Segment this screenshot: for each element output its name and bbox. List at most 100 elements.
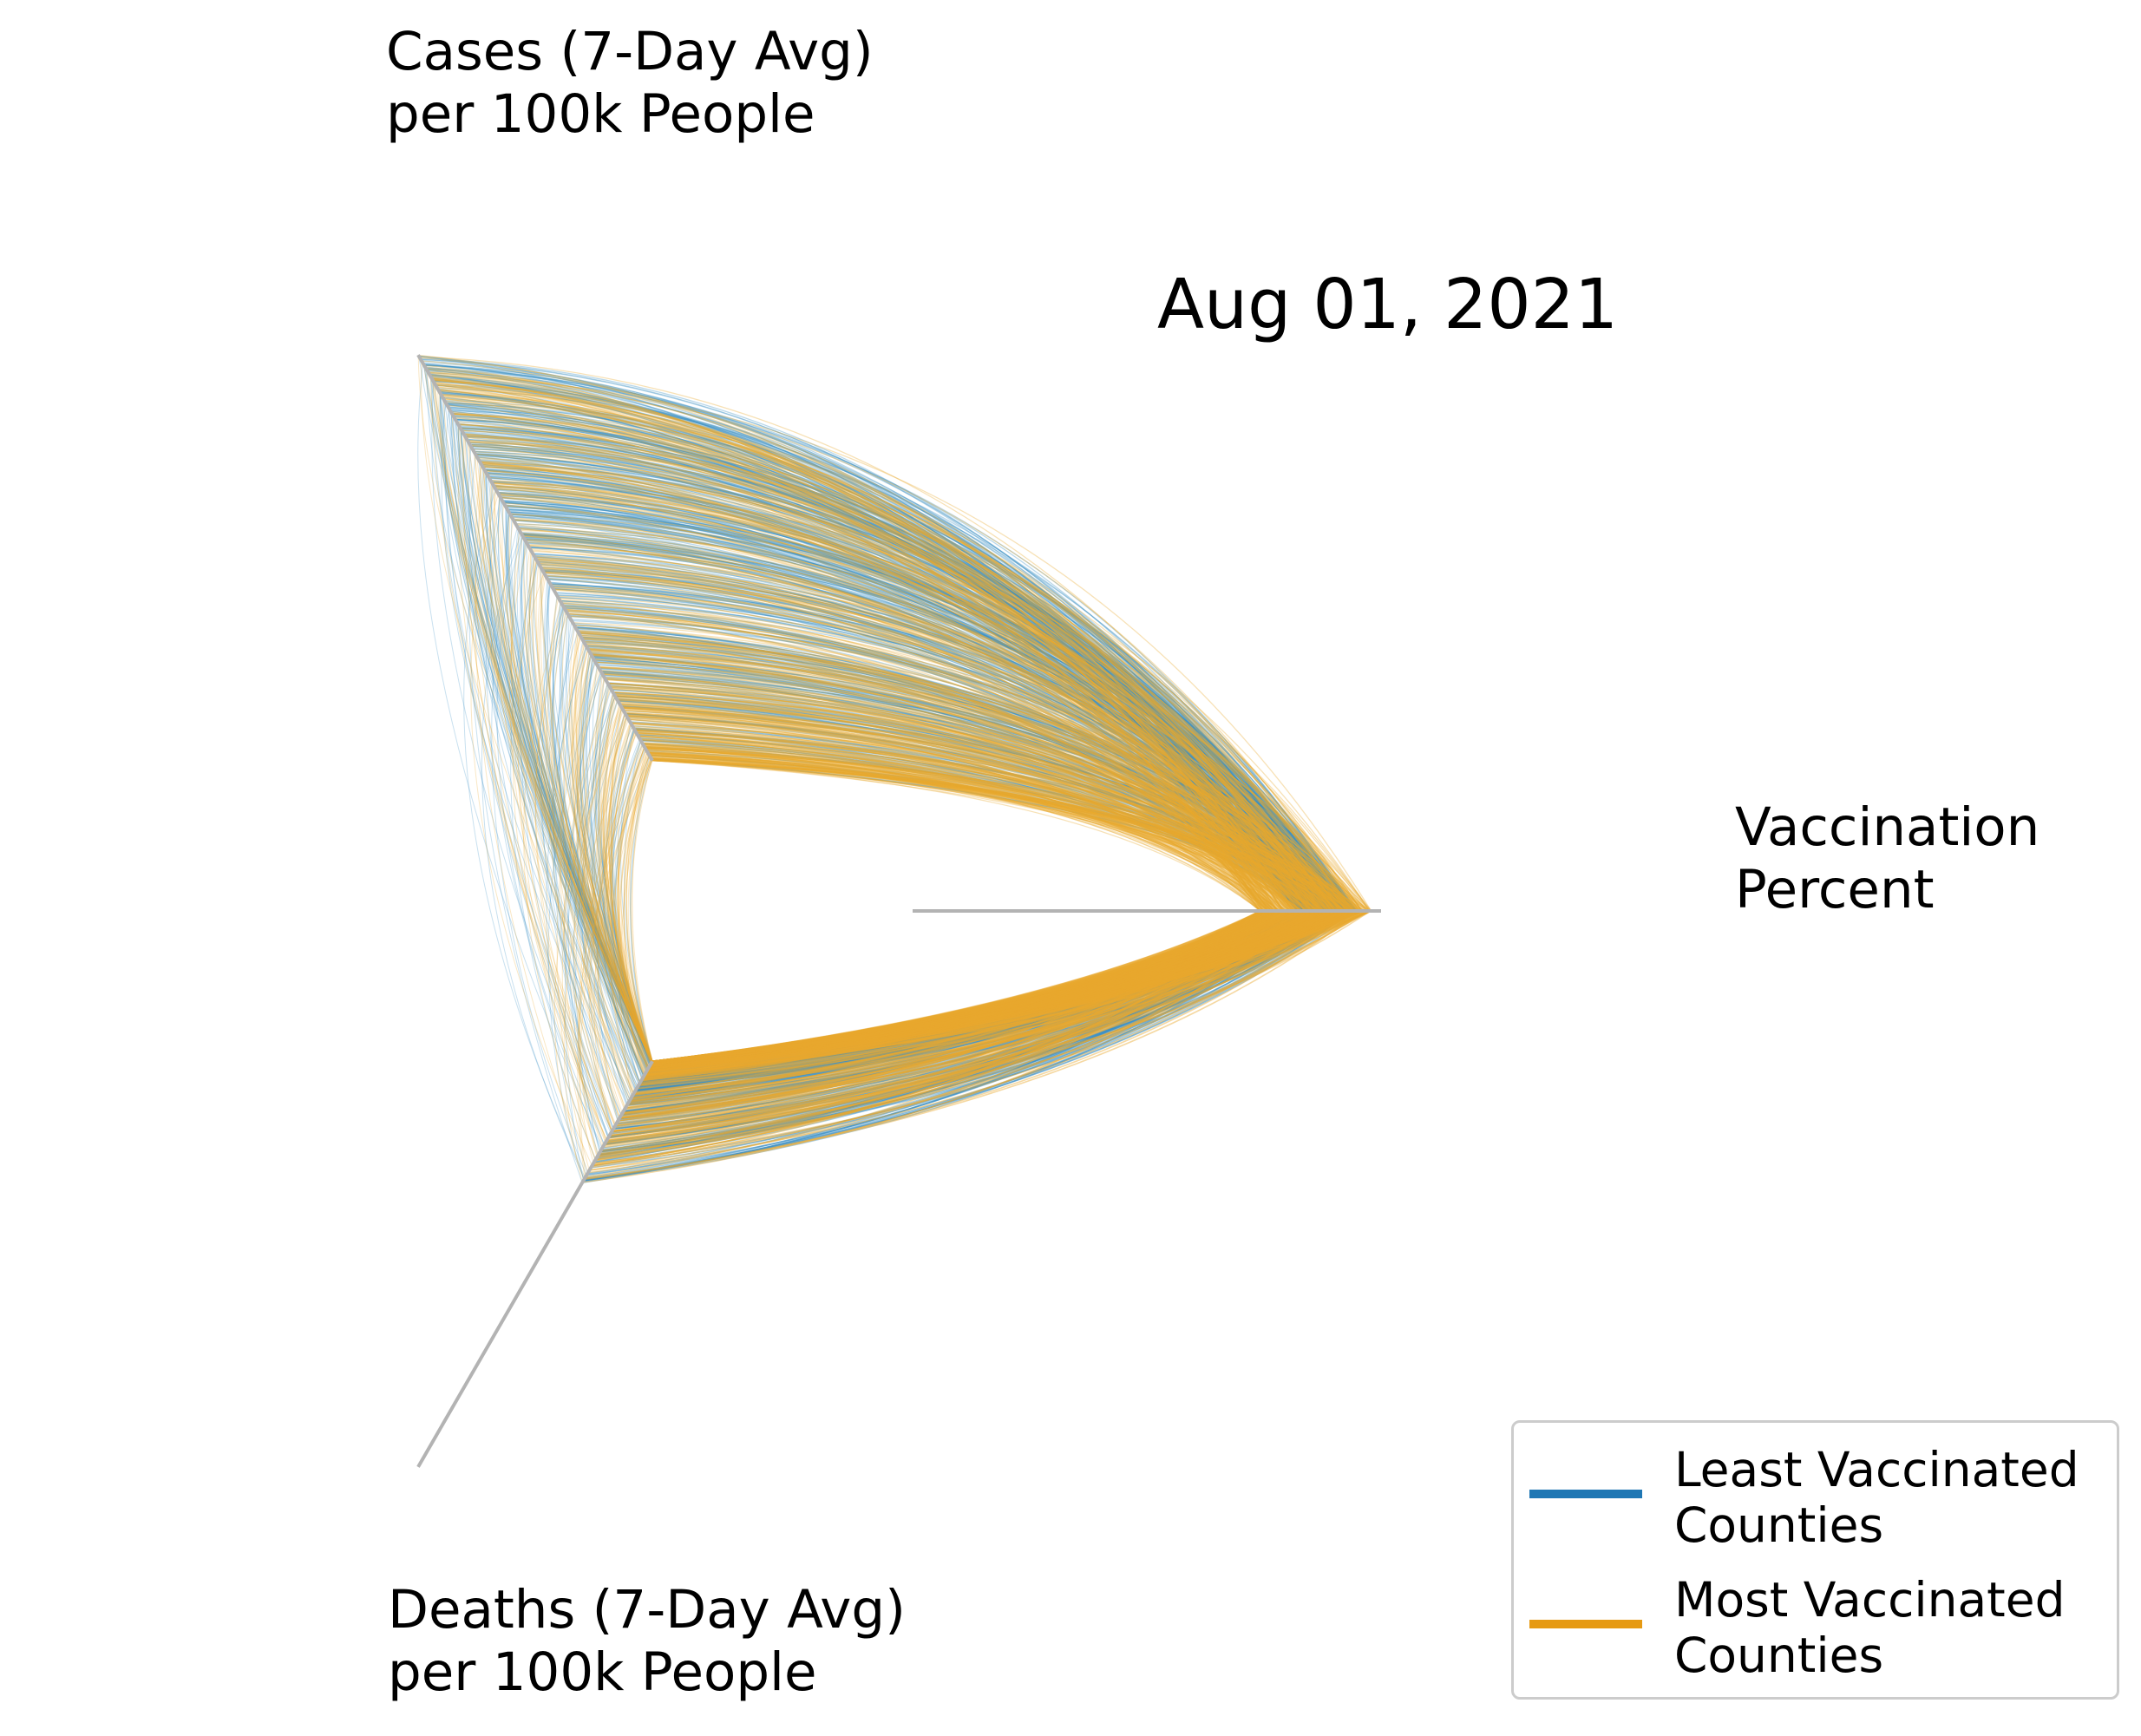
link-vacc-deaths [651, 910, 1319, 1064]
link-vacc-cases [549, 581, 1319, 912]
link-cases-deaths [612, 755, 650, 1078]
link-vacc-deaths [585, 910, 1273, 1178]
link-vacc-cases [630, 721, 1300, 912]
link-vacc-cases [603, 675, 1348, 912]
link-vacc-cases [649, 754, 1312, 912]
link-vacc-deaths [603, 910, 1269, 1147]
link-vacc-deaths [651, 910, 1344, 1063]
link-cases-deaths [485, 472, 645, 1078]
link-vacc-cases [468, 442, 1304, 912]
link-vacc-cases [619, 703, 1340, 912]
link-vacc-deaths [651, 910, 1348, 1063]
link-vacc-deaths [651, 910, 1293, 1062]
link-vacc-cases [647, 750, 1326, 912]
link-vacc-cases [617, 698, 1340, 912]
link-vacc-deaths [610, 910, 1308, 1135]
link-vacc-cases [502, 501, 1302, 912]
link-vacc-cases [488, 476, 1342, 912]
link-cases-deaths [490, 481, 645, 1077]
link-vacc-deaths [651, 910, 1358, 1063]
link-vacc-deaths [645, 910, 1294, 1074]
link-vacc-deaths [651, 910, 1356, 1064]
link-vacc-deaths [641, 910, 1322, 1082]
link-vacc-deaths [604, 910, 1316, 1146]
link-vacc-cases [455, 418, 1312, 912]
link-vacc-cases [621, 707, 1338, 912]
link-vacc-cases [592, 655, 1333, 912]
link-cases-deaths [432, 380, 651, 1066]
link-vacc-cases [651, 758, 1320, 912]
link-vacc-cases [647, 751, 1318, 912]
link-vacc-cases [488, 475, 1319, 912]
link-cases-deaths [545, 583, 653, 1062]
link-vacc-deaths [651, 910, 1272, 1063]
link-cases-deaths [576, 654, 653, 1062]
link-vacc-deaths [651, 910, 1325, 1062]
link-vacc-cases [455, 418, 1304, 912]
link-vacc-deaths [629, 910, 1319, 1102]
link-vacc-cases [623, 709, 1363, 912]
link-cases-deaths [549, 596, 649, 1070]
link-vacc-cases [568, 614, 1341, 912]
link-vacc-cases [651, 757, 1360, 912]
link-vacc-cases [590, 652, 1332, 912]
link-vacc-cases [482, 466, 1286, 912]
link-vacc-cases [563, 606, 1306, 912]
link-vacc-cases [538, 562, 1336, 912]
link-vacc-deaths [648, 910, 1306, 1069]
link-cases-deaths [593, 716, 627, 1110]
link-vacc-deaths [647, 910, 1312, 1071]
link-vacc-deaths [650, 910, 1332, 1066]
link-cases-deaths [457, 423, 650, 1068]
link-vacc-deaths [645, 910, 1317, 1074]
link-vacc-cases [582, 639, 1310, 912]
link-cases-deaths [486, 497, 602, 1150]
link-vacc-deaths [638, 910, 1372, 1085]
link-vacc-cases [591, 654, 1306, 912]
link-vacc-cases [607, 682, 1345, 912]
link-vacc-deaths [596, 910, 1313, 1160]
link-cases-deaths [559, 644, 634, 1095]
link-cases-deaths [609, 729, 653, 1062]
link-vacc-deaths [616, 910, 1349, 1124]
link-vacc-deaths [651, 910, 1314, 1065]
link-vacc-cases [551, 585, 1309, 912]
link-vacc-deaths [651, 910, 1317, 1062]
link-vacc-deaths [651, 910, 1334, 1062]
link-vacc-cases [613, 693, 1359, 912]
link-vacc-cases [482, 466, 1350, 912]
link-cases-deaths [455, 420, 653, 1062]
link-vacc-cases [588, 649, 1301, 912]
link-vacc-cases [628, 718, 1297, 912]
link-cases-deaths [532, 560, 653, 1062]
link-vacc-cases [436, 386, 1332, 912]
link-vacc-cases [507, 508, 1331, 912]
link-vacc-deaths [645, 910, 1293, 1076]
link-vacc-cases [583, 640, 1331, 912]
link-vacc-cases [645, 749, 1326, 912]
link-vacc-cases [503, 501, 1314, 912]
link-vacc-deaths [638, 910, 1344, 1086]
link-vacc-cases [610, 687, 1372, 912]
link-vacc-deaths [647, 910, 1352, 1070]
link-vacc-deaths [632, 910, 1302, 1095]
link-vacc-deaths [646, 910, 1283, 1072]
link-cases-deaths [529, 551, 653, 1062]
link-vacc-deaths [646, 910, 1316, 1072]
link-vacc-deaths [618, 910, 1346, 1122]
link-vacc-deaths [651, 910, 1313, 1062]
link-vacc-cases [643, 744, 1271, 912]
link-vacc-deaths [612, 910, 1300, 1133]
link-vacc-deaths [651, 910, 1339, 1065]
link-vacc-cases [638, 735, 1352, 912]
link-vacc-cases [418, 356, 1313, 912]
link-vacc-deaths [650, 910, 1363, 1066]
link-vacc-cases [483, 468, 1310, 912]
link-vacc-deaths [651, 910, 1300, 1062]
link-vacc-deaths [638, 910, 1304, 1085]
link-vacc-cases [575, 627, 1300, 912]
link-vacc-cases [595, 661, 1312, 912]
link-cases-deaths [572, 648, 652, 1063]
link-vacc-cases [626, 715, 1307, 912]
link-vacc-deaths [651, 910, 1330, 1062]
